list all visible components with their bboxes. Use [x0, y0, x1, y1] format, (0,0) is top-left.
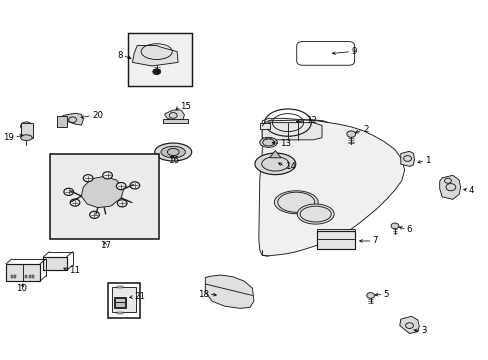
Ellipse shape [154, 143, 191, 161]
Bar [115, 302, 124, 307]
Text: 9: 9 [350, 47, 356, 56]
Ellipse shape [70, 199, 80, 206]
Bar [114, 297, 126, 308]
Bar [32, 275, 34, 278]
Ellipse shape [20, 122, 32, 131]
Text: 6: 6 [406, 225, 411, 234]
Bar [25, 275, 27, 278]
Bar [11, 275, 13, 278]
Ellipse shape [161, 146, 185, 158]
Bar [317, 229, 354, 249]
Ellipse shape [390, 223, 398, 229]
Polygon shape [205, 275, 253, 309]
Bar [117, 286, 122, 288]
Bar [29, 275, 31, 278]
Bar [20, 123, 33, 138]
Bar [317, 231, 354, 249]
Ellipse shape [117, 200, 127, 207]
Text: 20: 20 [92, 111, 103, 120]
Ellipse shape [102, 172, 112, 179]
Ellipse shape [259, 137, 277, 147]
Bar [14, 275, 16, 278]
Text: 14: 14 [285, 162, 295, 171]
Polygon shape [400, 151, 413, 166]
Text: 18: 18 [197, 289, 208, 298]
Polygon shape [262, 123, 322, 140]
Bar [117, 312, 122, 315]
Ellipse shape [83, 175, 93, 182]
Ellipse shape [153, 69, 160, 75]
Polygon shape [399, 316, 418, 333]
Ellipse shape [130, 182, 140, 189]
Bar [57, 116, 67, 127]
Text: 10: 10 [16, 284, 27, 293]
Bar [115, 298, 124, 302]
Bar [127, 33, 191, 86]
Text: 13: 13 [280, 139, 291, 148]
Text: 5: 5 [383, 289, 388, 298]
Ellipse shape [274, 191, 318, 214]
Ellipse shape [64, 188, 73, 195]
Text: 16: 16 [167, 156, 179, 165]
Bar [162, 119, 187, 123]
Ellipse shape [346, 131, 355, 137]
Ellipse shape [89, 211, 99, 219]
Ellipse shape [297, 204, 333, 224]
Bar [6, 264, 40, 281]
Text: 12: 12 [305, 116, 316, 125]
Polygon shape [258, 118, 404, 256]
Polygon shape [164, 110, 184, 121]
Ellipse shape [254, 153, 295, 175]
Polygon shape [269, 150, 281, 158]
Polygon shape [439, 175, 460, 199]
Polygon shape [63, 113, 83, 125]
Bar [50, 154, 159, 239]
Ellipse shape [366, 293, 374, 298]
Ellipse shape [20, 135, 32, 140]
Text: 7: 7 [372, 237, 377, 246]
Text: 15: 15 [179, 102, 190, 111]
Text: 2: 2 [362, 125, 367, 134]
Polygon shape [81, 176, 123, 208]
Text: 3: 3 [420, 326, 426, 335]
Bar [112, 287, 136, 312]
Text: 8: 8 [117, 51, 122, 60]
Text: 19: 19 [3, 133, 14, 142]
Bar [259, 123, 270, 129]
Text: 17: 17 [100, 241, 110, 250]
Text: 4: 4 [468, 185, 473, 194]
Bar [108, 283, 140, 318]
Ellipse shape [116, 183, 126, 190]
Polygon shape [132, 45, 178, 66]
Text: 1: 1 [424, 156, 430, 165]
Bar [43, 257, 67, 270]
Text: 11: 11 [69, 266, 80, 275]
Text: 21: 21 [134, 292, 145, 301]
